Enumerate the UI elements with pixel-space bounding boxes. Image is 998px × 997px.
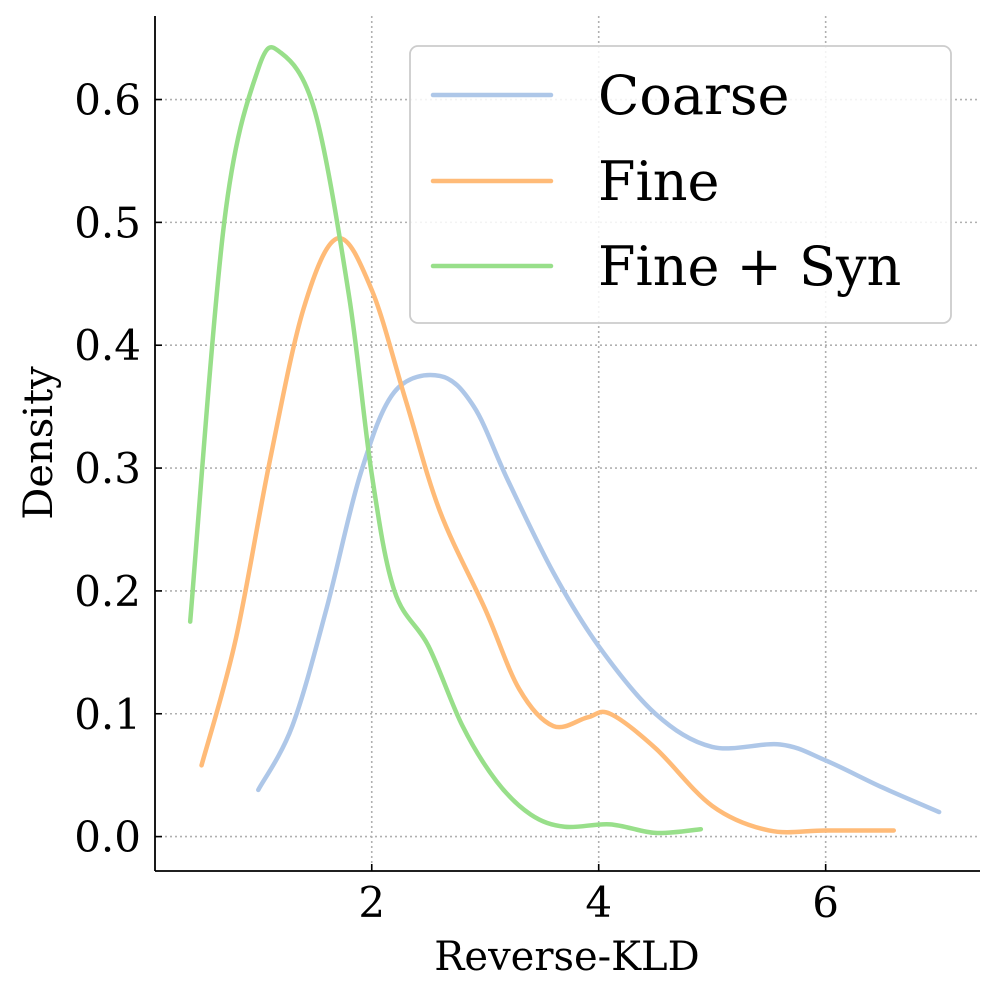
legend-frame [409, 45, 952, 324]
x-axis-label: Reverse-KLD [434, 934, 699, 980]
y-axis-label: Density [16, 366, 62, 520]
ticks-layer: 2 4 6 0.0 0.1 0.2 0.3 0.4 0.5 0.6 [74, 76, 839, 927]
y-tick-label: 0.6 [74, 76, 141, 125]
legend: Coarse Fine Fine + Syn [409, 45, 952, 324]
y-tick-label: 0.0 [74, 813, 141, 862]
legend-label-coarse: Coarse [598, 64, 790, 127]
y-tick-label: 0.3 [74, 444, 141, 493]
series-layer [187, 45, 942, 836]
x-tick-label: 2 [358, 878, 385, 927]
series-line-fine-syn [187, 45, 704, 836]
y-tick-label: 0.2 [74, 567, 141, 616]
y-tick-label: 0.4 [74, 321, 141, 370]
legend-label-fine-syn: Fine + Syn [598, 235, 901, 298]
y-tick-label: 0.5 [74, 198, 141, 247]
axes-layer [154, 16, 980, 872]
series-line-fine [199, 236, 897, 835]
series-line-coarse [256, 372, 942, 815]
x-tick-label: 4 [585, 878, 612, 927]
legend-label-fine: Fine [598, 150, 719, 213]
y-tick-label: 0.1 [74, 690, 141, 739]
x-tick-label: 6 [812, 878, 839, 927]
